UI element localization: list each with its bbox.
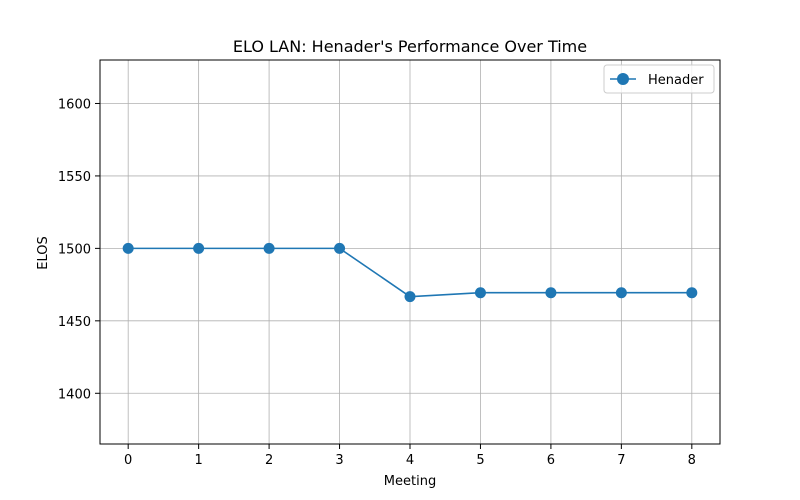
x-tick-label: 6 [547,453,555,468]
legend: Henader [603,64,715,94]
y-tick-label: 1400 [58,387,91,402]
y-axis-ticks: 1400 1450 1500 1550 1600 [58,97,100,402]
x-tick-label: 0 [124,453,132,468]
data-point [686,287,698,299]
y-axis-label: ELOS [36,236,51,269]
data-point [334,242,346,254]
x-tick-label: 1 [194,453,202,468]
x-axis-label: Meeting [384,474,436,489]
x-tick-label: 4 [406,453,414,468]
data-point [615,287,627,299]
chart-title: ELO LAN: Henader's Performance Over Time [233,37,587,56]
y-tick-label: 1550 [58,170,91,185]
grid [100,60,720,444]
data-point [193,242,205,254]
data-point [122,242,134,254]
y-tick-label: 1600 [58,97,91,112]
x-tick-label: 8 [688,453,696,468]
y-tick-label: 1500 [58,242,91,257]
x-tick-label: 5 [476,453,484,468]
x-tick-label: 2 [265,453,273,468]
legend-marker [617,73,629,85]
y-tick-label: 1450 [58,315,91,330]
x-tick-label: 3 [335,453,343,468]
legend-box [603,64,715,94]
legend-label: Henader [648,73,704,88]
data-point [545,287,557,299]
data-point [404,291,416,303]
plot-frame [99,59,721,445]
x-axis-ticks: 0 1 2 3 4 5 6 7 8 [124,444,696,468]
x-tick-label: 7 [617,453,625,468]
data-point [474,287,486,299]
data-point [263,242,275,254]
series-layer [122,242,698,303]
